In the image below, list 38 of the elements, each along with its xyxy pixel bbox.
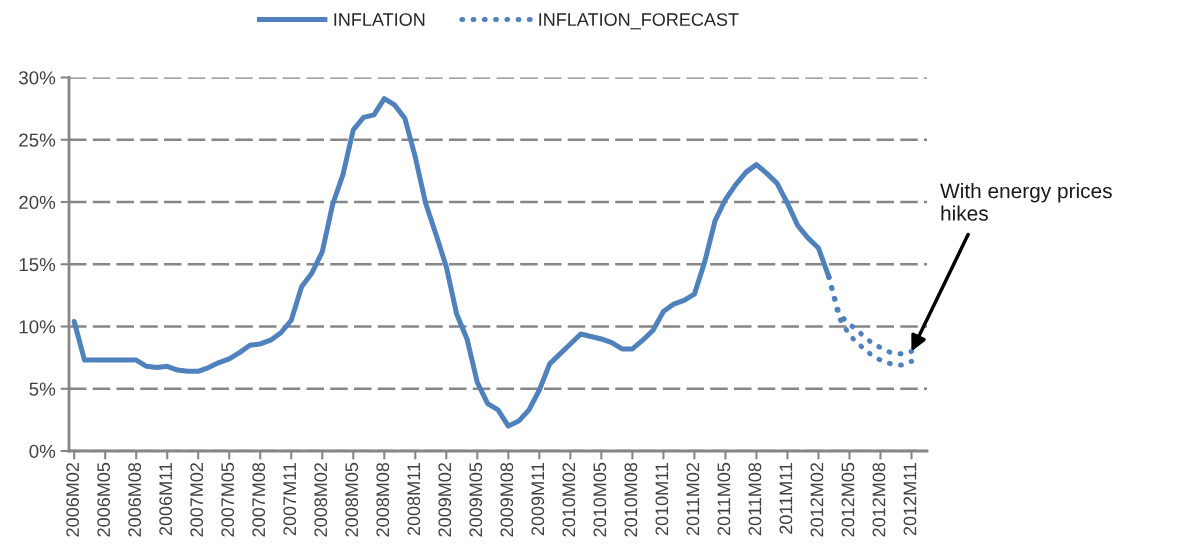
x-tick-label: 2008M11 (407, 462, 421, 536)
x-tick-label: 2011M02 (686, 463, 700, 536)
y-tick-label: 15% (19, 258, 56, 272)
x-tick-label: 2012M02 (810, 463, 824, 537)
x-tick-label: 2009M08 (500, 462, 514, 537)
x-tick-label: 2010M08 (624, 462, 638, 537)
y-tick-label: 5% (29, 382, 56, 396)
y-tick-label: 10% (19, 320, 56, 334)
x-tick-label: 2006M11 (159, 462, 173, 536)
y-tick-label: 0% (29, 444, 56, 458)
x-tick-label: 2011M11 (779, 462, 793, 534)
y-tick-label: 25% (19, 133, 56, 147)
x-tick-label: 2010M11 (655, 462, 669, 536)
x-tick-label: 2007M11 (283, 462, 297, 536)
x-tick-label: 2009M05 (469, 462, 483, 537)
x-tick-label: 2010M02 (562, 463, 576, 537)
x-tick-label: 2007M02 (190, 463, 204, 537)
x-tick-label: 2012M05 (841, 462, 855, 537)
x-tick-label: 2009M02 (438, 463, 452, 537)
x-tick-label: 2012M08 (872, 462, 886, 537)
annotation: With energy prices hikes (940, 183, 1112, 221)
x-tick-label: 2011M08 (748, 462, 762, 536)
x-tick-label: 2006M02 (66, 463, 80, 537)
x-tick-label: 2008M05 (345, 462, 359, 537)
legend-label: INFLATION (334, 13, 425, 26)
y-tick-label: 30% (18, 71, 56, 85)
legend-label: INFLATION_FORECAST (539, 13, 739, 30)
x-tick-label: 2008M02 (314, 463, 328, 537)
x-tick-label: 2010M05 (593, 462, 607, 537)
y-tick-label: 20% (19, 195, 56, 209)
x-tick-label: 2007M08 (252, 462, 266, 537)
x-tick-label: 2006M05 (97, 462, 111, 537)
x-tick-label: 2012M11 (903, 462, 917, 536)
x-tick-label: 2008M08 (376, 462, 390, 537)
x-tick-label: 2007M05 (221, 462, 235, 537)
x-tick-label: 2011M05 (717, 462, 731, 536)
x-tick-label: 2006M08 (128, 462, 142, 537)
x-tick-label: 2009M11 (531, 462, 545, 536)
